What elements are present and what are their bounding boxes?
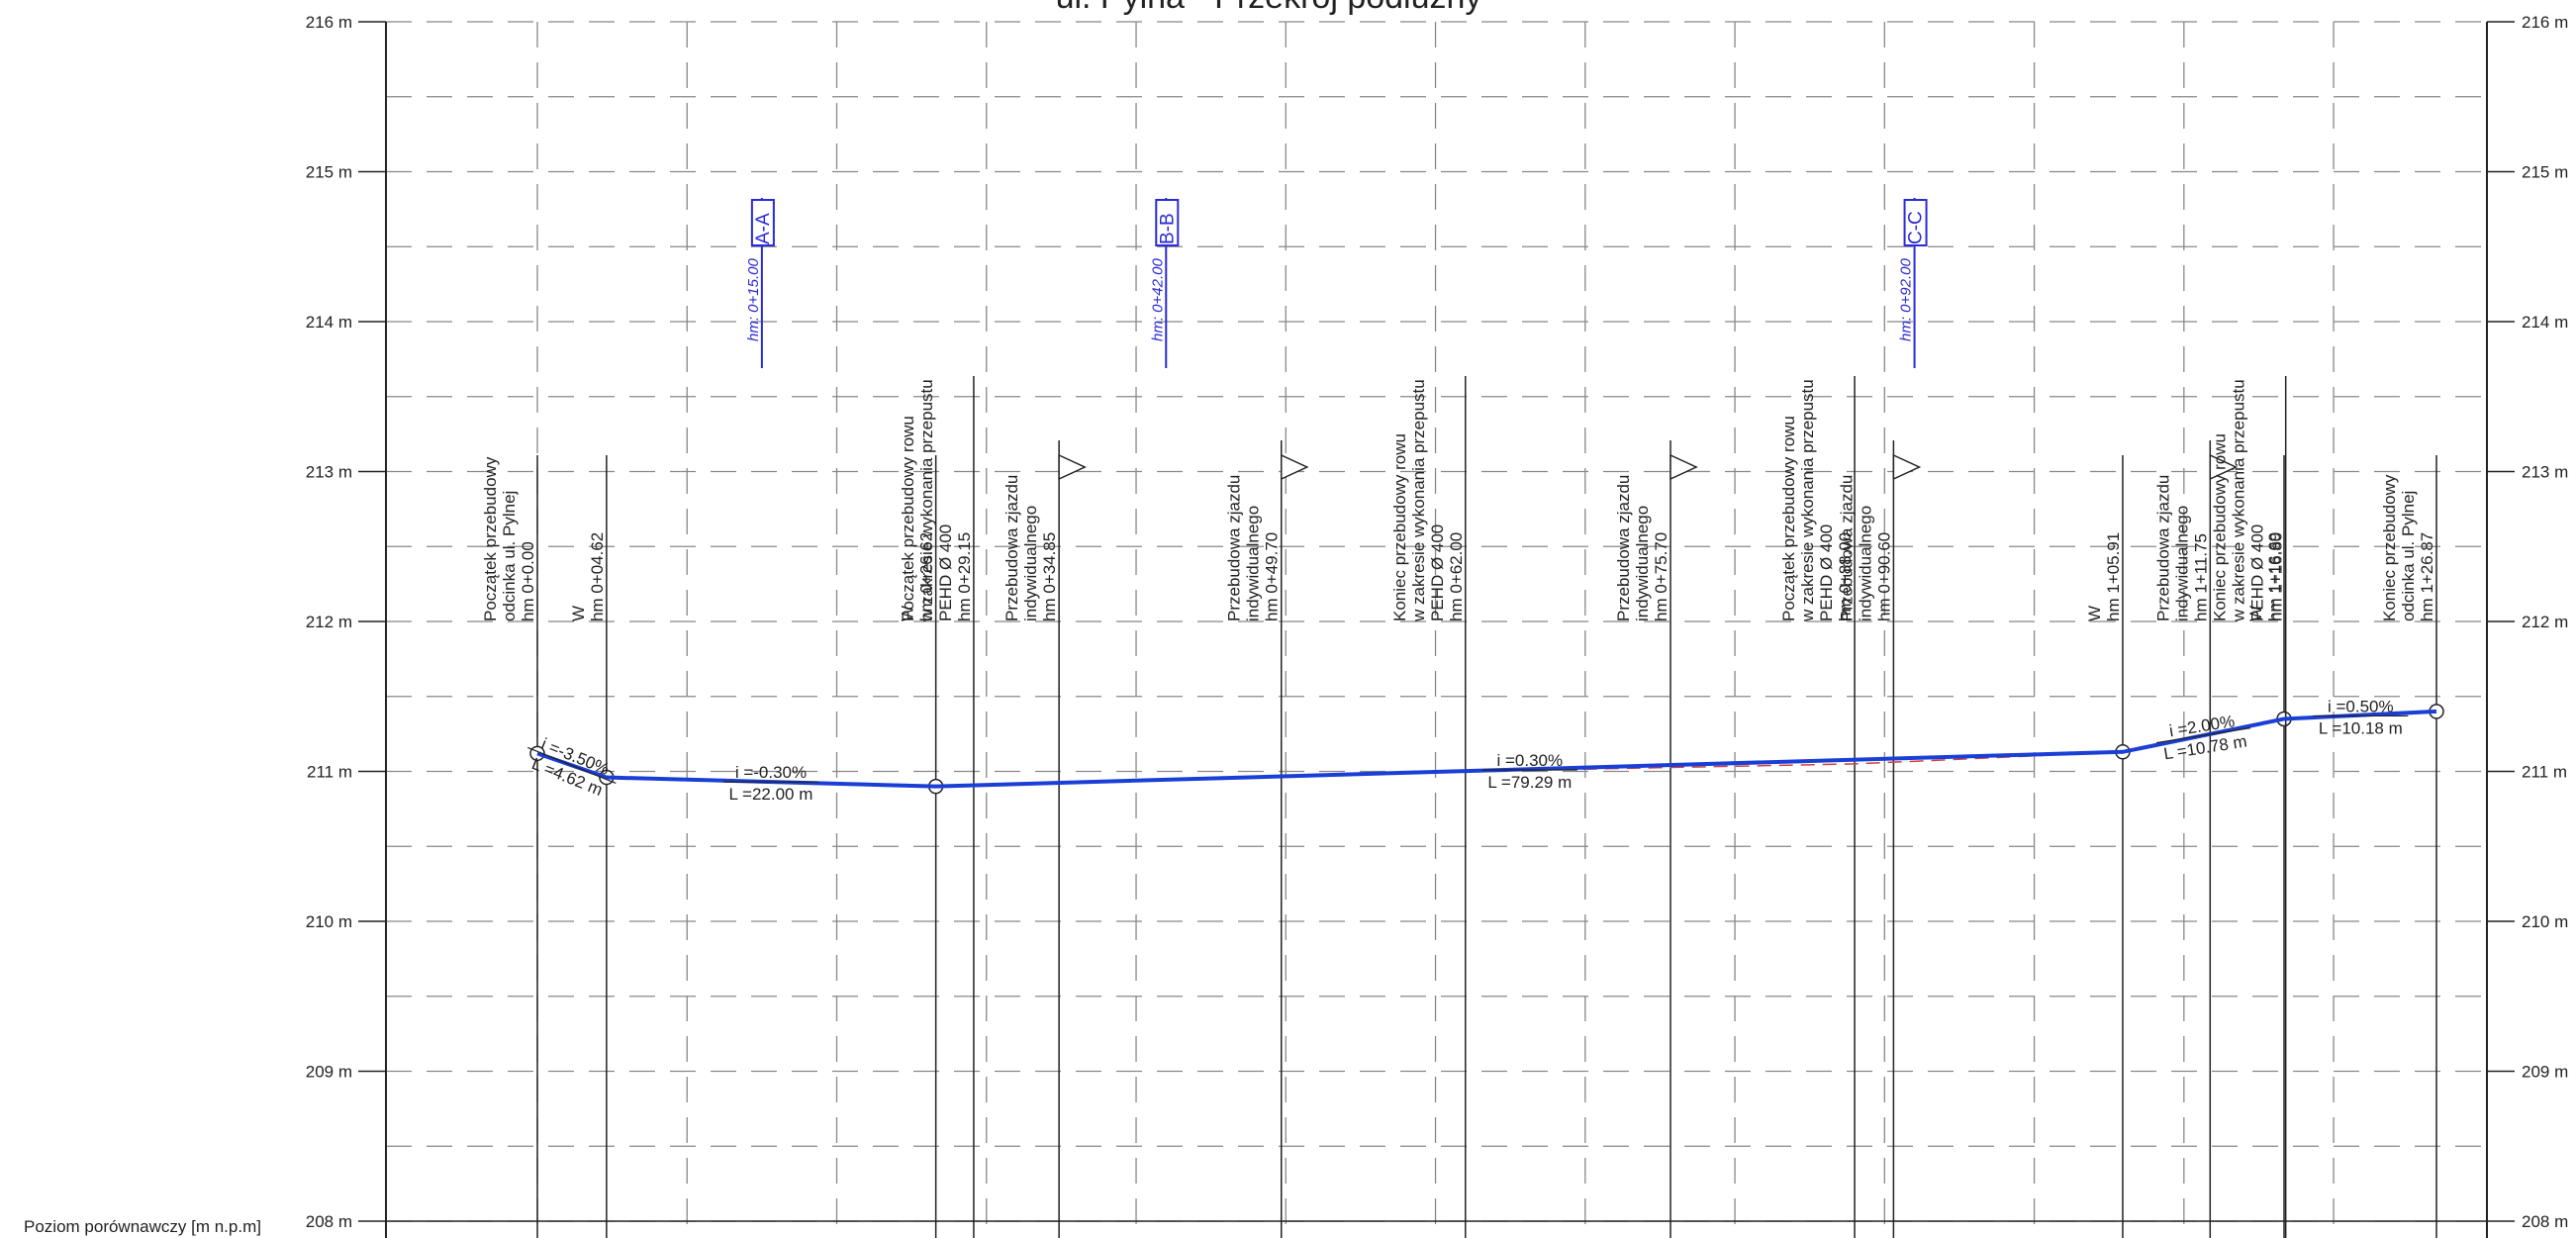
tick-label-left: 210 m (306, 912, 352, 931)
tick-label-right: 216 m (2522, 13, 2568, 32)
section-chainage: hm: 0+42.00 (1149, 258, 1166, 341)
tick-label-left: 216 m (306, 13, 352, 32)
tick-label-right: 211 m (2522, 763, 2567, 782)
section-chainage: hm: 0+92.00 (1898, 258, 1915, 341)
station-label-line: hm 1+11.75 (2191, 533, 2210, 621)
tick-label-left: 209 m (306, 1063, 352, 1082)
station-label-line: Początek przebudowy rowu (1779, 416, 1798, 621)
station-label-line: w zakresie wykonania przepustu (1798, 379, 1817, 622)
station-label-line: W (2085, 606, 2104, 621)
datum-label: Poziom porównawczy [m n.p.m] (24, 1217, 261, 1236)
station-label-line: hm 0+75.70 (1652, 532, 1670, 621)
station-label-line: indywidualnego (1633, 506, 1652, 621)
station-label-line: W (569, 606, 588, 621)
grade-annotation: i =0.30% L =79.29 m (1481, 751, 1577, 792)
section-name: A-A (753, 213, 774, 244)
grade-annotation: i =-0.30% L =22.00 m (722, 763, 818, 804)
station-label-line: w zakresie wykonania przepustu (2230, 379, 2248, 622)
station-label-line: indywidualnego (1856, 506, 1874, 621)
station-label-line: hm 0+29.15 (955, 532, 974, 621)
station-label-line: w zakresie wykonania przepustu (1409, 379, 1428, 622)
station-label-line: Koniec przebudowy rowu (1390, 433, 1409, 621)
station-label-line: PEHD Ø 400 (1428, 524, 1447, 621)
station-label-line: hm 0+0.00 (519, 541, 537, 621)
station-label-line: hm 0+62.00 (1447, 532, 1466, 621)
station-label-line: Początek przebudowy (481, 456, 500, 621)
tick-label-left: 213 m (306, 463, 352, 482)
station-label-line: hm 0+34.85 (1040, 532, 1059, 621)
grade-slope-label: i =0.30% (1497, 751, 1564, 770)
grade-annotation: i =0.50% L =10.18 m (2313, 697, 2409, 737)
elevation-ticks: 216 m 216 m 215 m 215 m 214 m 214 m 213 m 213 m… (306, 13, 2569, 1231)
grid-layer (386, 21, 2487, 1238)
station-label-line: Przebudowa zjazdu (2153, 475, 2172, 621)
station-label-line: W (2246, 606, 2265, 621)
station-label-line: hm 1+26.87 (2418, 532, 2436, 621)
section-name: B-B (1157, 213, 1178, 244)
station-label-line: hm 0+88.00 (1836, 532, 1855, 621)
station-label-line: indywidualnego (1021, 506, 1040, 621)
grade-leader (2155, 727, 2250, 744)
station-markers: Początek przebudowy odcinka ul. Pylnej hm … (481, 376, 2444, 1238)
station-label-line: Początek przebudowy rowu (899, 416, 917, 621)
section-label-box (1155, 199, 1180, 246)
station-label-line: Przebudowa zjazdu (1225, 475, 1244, 621)
station-label-line: Przebudowa zjazdu (1614, 475, 1633, 621)
station-label-line: hm 1+05.91 (2104, 532, 2123, 621)
station-label-line: hm 0+04.62 (588, 532, 607, 621)
section-label-box (1903, 199, 1928, 246)
tick-label-right: 215 m (2522, 163, 2568, 182)
station-label-line: hm 0+26.62 (917, 532, 936, 621)
station-label-line: w zakresie wykonania przepustu (917, 379, 936, 622)
station-label-line: Koniec przebudowy rowu (2211, 433, 2230, 621)
station-label-line: hm 0+49.70 (1263, 532, 1282, 621)
station-label-line: Przebudowa zjazdu (1837, 475, 1856, 621)
drawing-title: ul. Pylna - Przekrój podłużny (1056, 0, 1482, 16)
grade-length-label: L =10.18 m (2319, 718, 2403, 737)
flag-icon (1892, 453, 1922, 481)
station-label-line: PEHD Ø 400 (1817, 524, 1836, 621)
tick-label-right: 210 m (2522, 912, 2568, 931)
station-label-line: Przebudowa zjazdu (1002, 475, 1021, 621)
flag-icon (1281, 453, 1309, 481)
station-label-line: indywidualnego (1244, 506, 1263, 621)
tick-label-right: 213 m (2522, 463, 2568, 482)
grade-length-label: L =22.00 m (729, 785, 813, 804)
tick-label-left: 211 m (307, 763, 352, 782)
flag-icon (1058, 453, 1087, 481)
tick-label-left: 212 m (306, 613, 352, 631)
flag-icon (1670, 453, 1698, 481)
station-label-line: hm 0+90.60 (1874, 532, 1893, 621)
cross-section-markers: A-A hm: 0+15.00 B-B hm: 0+42.00 C-C hm: 0+92.… (745, 198, 1928, 368)
tick-label-right: 208 m (2522, 1212, 2568, 1231)
station-label-line: Koniec przebudowy (2380, 474, 2399, 621)
tick-label-right: 212 m (2522, 613, 2568, 631)
grade-slope-label: i =-0.30% (735, 763, 807, 782)
section-label-box (750, 199, 775, 246)
grade-leader (527, 746, 617, 784)
section-name: C-C (1906, 211, 1927, 244)
station-label-line: odcinka ul. Pylnej (500, 491, 519, 621)
station-label-line: indywidualnego (2172, 506, 2191, 621)
station-label-line: odcinka ul. Pylnej (2399, 491, 2418, 621)
elevation-axes (385, 22, 2488, 1238)
grade-slope-label: i =0.50% (2328, 697, 2394, 715)
station-label-line: hm 1+16.80 (2267, 532, 2286, 621)
section-chainage: hm: 0+15.00 (745, 258, 762, 341)
station-label-line: W (899, 606, 917, 621)
tick-label-right: 214 m (2522, 313, 2568, 332)
flag-icon (2209, 453, 2239, 481)
profile-lines (536, 709, 2437, 789)
station-label-line: hm 1+16.69 (2265, 532, 2284, 621)
tick-label-left: 214 m (306, 313, 352, 332)
design-grade-line (536, 709, 2437, 789)
tick-label-right: 209 m (2522, 1063, 2568, 1082)
grade-length-label: L =79.29 m (1487, 773, 1572, 792)
station-label-line: PEHD Ø 400 (2248, 524, 2267, 621)
tick-label-left: 208 m (306, 1212, 352, 1231)
tick-label-left: 215 m (306, 163, 352, 182)
station-label-line: PEHD Ø 400 (936, 524, 955, 621)
